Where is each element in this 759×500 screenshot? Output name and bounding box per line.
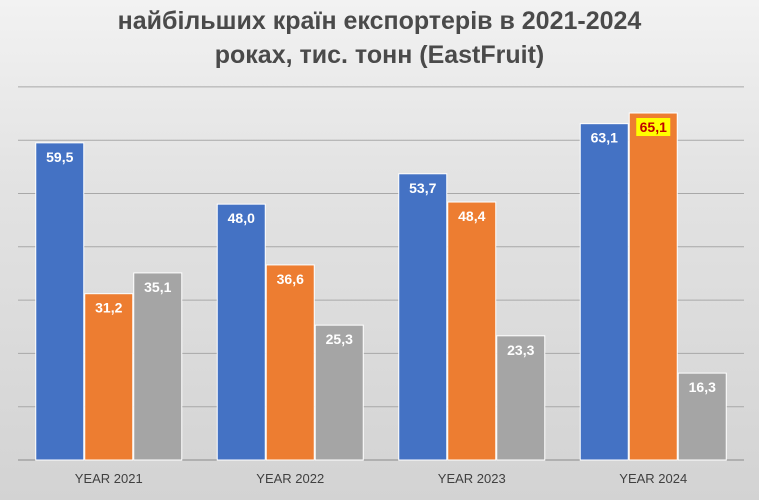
bar-series-3-2: [314, 324, 364, 461]
data-label-series-2-3: 48,4: [458, 208, 485, 224]
data-label-series-2-1: 31,2: [95, 300, 122, 316]
bar-series-1-4: [579, 123, 629, 461]
data-label-series-3-4: 16,3: [689, 379, 716, 395]
bar-series-2-2: [265, 264, 315, 461]
chart-title: найбільших країн експортерів в 2021-2024…: [0, 4, 759, 72]
x-tick-label-1: YEAR 2021: [75, 471, 143, 486]
data-label-series-1-4: 63,1: [591, 130, 618, 146]
data-label-series-1-3: 53,7: [409, 180, 436, 196]
bar-series-3-4: [677, 372, 727, 461]
data-label-series-3-1: 35,1: [144, 279, 171, 295]
data-label-series-2-2: 36,6: [277, 271, 304, 287]
data-label-series-2-4: 65,1: [640, 119, 667, 135]
data-label-series-1-1: 59,5: [46, 149, 73, 165]
bar-series-2-4: [628, 112, 678, 461]
x-tick-label-4: YEAR 2024: [619, 471, 687, 486]
x-tick-label-3: YEAR 2023: [438, 471, 506, 486]
chart-title-line-2: роках, тис. тонн (EastFruit): [214, 41, 545, 69]
bar-series-2-3: [447, 201, 497, 461]
x-tick-label-2: YEAR 2022: [256, 471, 324, 486]
bar-series-2-1: [84, 293, 134, 461]
data-label-highlight-bg: [636, 118, 671, 137]
data-label-series-3-2: 25,3: [326, 331, 353, 347]
bar-series-1-2: [216, 203, 266, 461]
chart-title-line-1: найбільших країн експортерів в 2021-2024: [117, 7, 642, 35]
data-label-series-1-2: 48,0: [228, 210, 255, 226]
bar-series-1-1: [35, 142, 85, 461]
bar-series-3-3: [496, 335, 546, 461]
bar-series-3-1: [133, 272, 183, 461]
data-label-series-3-3: 23,3: [507, 342, 534, 358]
bar-series-1-3: [398, 173, 448, 461]
